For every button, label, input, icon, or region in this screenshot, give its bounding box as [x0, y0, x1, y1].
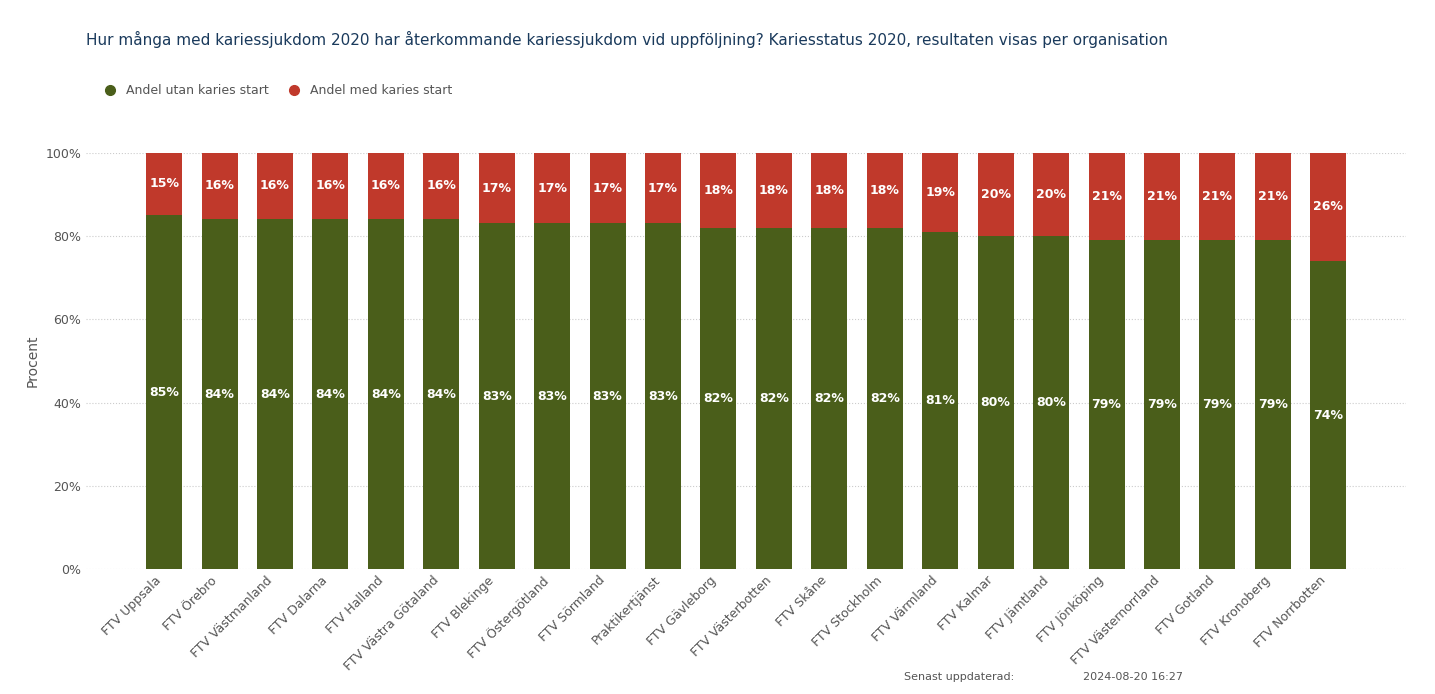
- Bar: [1254, 153, 1292, 240]
- Bar: [1144, 240, 1180, 569]
- Text: 16%: 16%: [426, 180, 456, 192]
- Bar: [313, 219, 349, 569]
- Text: 83%: 83%: [593, 390, 623, 403]
- Text: 84%: 84%: [260, 388, 290, 400]
- Bar: [977, 153, 1013, 236]
- Text: 18%: 18%: [759, 184, 789, 196]
- Text: 16%: 16%: [205, 180, 234, 192]
- Bar: [1033, 236, 1069, 569]
- Text: 79%: 79%: [1147, 398, 1177, 411]
- Bar: [644, 153, 682, 223]
- Text: 19%: 19%: [926, 186, 956, 198]
- Text: 2024-08-20 16:27: 2024-08-20 16:27: [1083, 672, 1184, 682]
- Bar: [756, 228, 792, 569]
- Text: 16%: 16%: [260, 180, 290, 192]
- Bar: [479, 223, 515, 569]
- Text: 15%: 15%: [149, 178, 179, 190]
- Text: 81%: 81%: [926, 394, 956, 407]
- Text: 16%: 16%: [316, 180, 346, 192]
- Text: 17%: 17%: [537, 182, 567, 194]
- Bar: [700, 153, 736, 228]
- Text: 82%: 82%: [703, 392, 733, 405]
- Text: 74%: 74%: [1313, 409, 1343, 421]
- Text: 84%: 84%: [205, 388, 234, 400]
- Bar: [423, 153, 459, 219]
- Text: 83%: 83%: [537, 390, 567, 403]
- Bar: [811, 228, 848, 569]
- Text: 80%: 80%: [980, 396, 1010, 409]
- Bar: [1310, 261, 1346, 569]
- Legend: Andel utan karies start, Andel med karies start: Andel utan karies start, Andel med karie…: [92, 79, 458, 102]
- Bar: [590, 153, 626, 223]
- Text: 82%: 82%: [815, 392, 844, 405]
- Bar: [479, 153, 515, 223]
- Text: Senast uppdaterad:: Senast uppdaterad:: [904, 672, 1015, 682]
- Bar: [1144, 153, 1180, 240]
- Bar: [1200, 153, 1236, 240]
- Text: Hur många med kariessjukdom 2020 har återkommande kariessjukdom vid uppföljning?: Hur många med kariessjukdom 2020 har åte…: [86, 31, 1168, 49]
- Text: 20%: 20%: [1036, 188, 1066, 201]
- Bar: [923, 153, 959, 232]
- Text: 80%: 80%: [1036, 396, 1066, 409]
- Text: 26%: 26%: [1313, 201, 1343, 213]
- Bar: [590, 223, 626, 569]
- Bar: [867, 228, 903, 569]
- Text: 79%: 79%: [1092, 398, 1122, 411]
- Text: 18%: 18%: [815, 184, 844, 196]
- Bar: [1089, 153, 1125, 240]
- Bar: [1310, 153, 1346, 261]
- Text: 17%: 17%: [482, 182, 512, 194]
- Text: 20%: 20%: [980, 188, 1010, 201]
- Bar: [257, 153, 293, 219]
- Bar: [201, 153, 238, 219]
- Bar: [146, 215, 182, 569]
- Bar: [644, 223, 682, 569]
- Y-axis label: Procent: Procent: [26, 335, 40, 387]
- Bar: [923, 232, 959, 569]
- Bar: [867, 153, 903, 228]
- Text: 82%: 82%: [759, 392, 789, 405]
- Text: 83%: 83%: [482, 390, 512, 403]
- Bar: [756, 153, 792, 228]
- Text: 18%: 18%: [703, 184, 733, 196]
- Text: 21%: 21%: [1203, 190, 1233, 203]
- Text: 79%: 79%: [1203, 398, 1233, 411]
- Bar: [423, 219, 459, 569]
- Text: 83%: 83%: [649, 390, 677, 403]
- Bar: [257, 219, 293, 569]
- Text: 84%: 84%: [316, 388, 346, 400]
- Bar: [146, 153, 182, 215]
- Bar: [811, 153, 848, 228]
- Bar: [700, 228, 736, 569]
- Text: 17%: 17%: [593, 182, 623, 194]
- Bar: [1033, 153, 1069, 236]
- Bar: [367, 153, 403, 219]
- Bar: [534, 223, 570, 569]
- Text: 82%: 82%: [870, 392, 900, 405]
- Text: 16%: 16%: [370, 180, 400, 192]
- Text: 18%: 18%: [870, 184, 900, 196]
- Text: 21%: 21%: [1092, 190, 1122, 203]
- Bar: [1254, 240, 1292, 569]
- Text: 21%: 21%: [1147, 190, 1177, 203]
- Text: 84%: 84%: [370, 388, 400, 400]
- Text: 85%: 85%: [149, 386, 179, 398]
- Text: 17%: 17%: [649, 182, 679, 194]
- Bar: [367, 219, 403, 569]
- Text: 79%: 79%: [1258, 398, 1287, 411]
- Bar: [1200, 240, 1236, 569]
- Text: 84%: 84%: [426, 388, 456, 400]
- Bar: [313, 153, 349, 219]
- Bar: [977, 236, 1013, 569]
- Text: 21%: 21%: [1258, 190, 1287, 203]
- Bar: [1089, 240, 1125, 569]
- Bar: [201, 219, 238, 569]
- Bar: [534, 153, 570, 223]
